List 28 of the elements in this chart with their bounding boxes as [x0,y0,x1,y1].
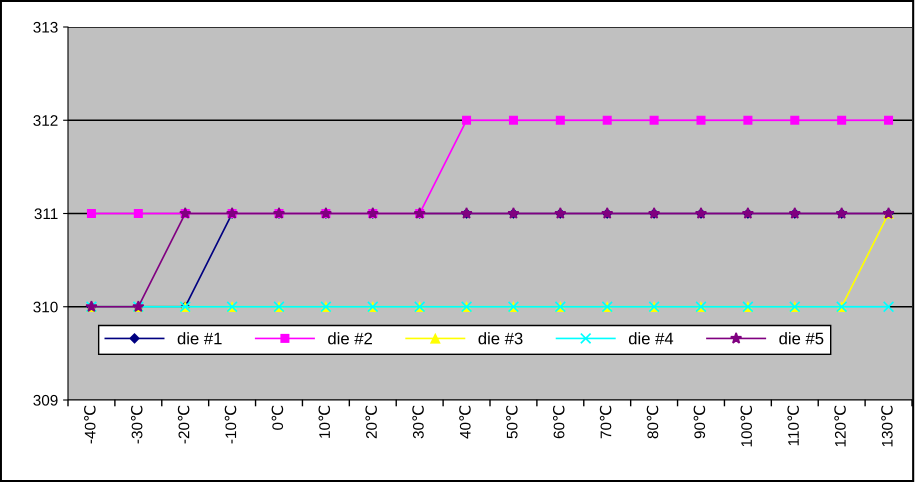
x-tick-label: 70℃ [600,406,612,438]
x-tick-label: 50℃ [506,406,518,438]
y-tick-label: 310 [33,302,58,312]
x-tick-label: 60℃ [552,406,564,438]
x-tick-label: 100℃ [740,406,752,446]
x-tick-label: 120℃ [834,406,846,446]
legend-label: die #1 [178,332,222,344]
x-tick-label: 40℃ [459,406,471,439]
legend-label: die #5 [779,332,824,344]
x-tick-label: -10℃ [224,406,236,444]
y-tick-label: 311 [34,208,58,220]
x-tick-label: -20℃ [178,406,190,444]
x-tick-label: 90℃ [694,406,706,438]
x-tick-label: -40℃ [84,406,96,444]
x-tick-label: 20℃ [365,406,377,438]
x-tick-label: 80℃ [646,406,658,438]
legend-label: die #3 [478,332,522,344]
legend-label: die #2 [328,332,372,344]
x-tick-label: -30℃ [130,406,142,444]
x-tick-label: 110℃ [787,406,799,446]
x-tick-label: 10℃ [318,406,330,438]
x-tick-label: 130℃ [881,406,893,446]
x-tick-label: 0℃ [272,406,284,430]
y-tick-label: 309 [33,394,58,406]
x-tick-label: 30℃ [412,406,424,438]
y-tick-label: 313 [33,22,58,33]
legend-label: die #4 [628,332,674,344]
y-tick-label: 312 [33,115,58,126]
